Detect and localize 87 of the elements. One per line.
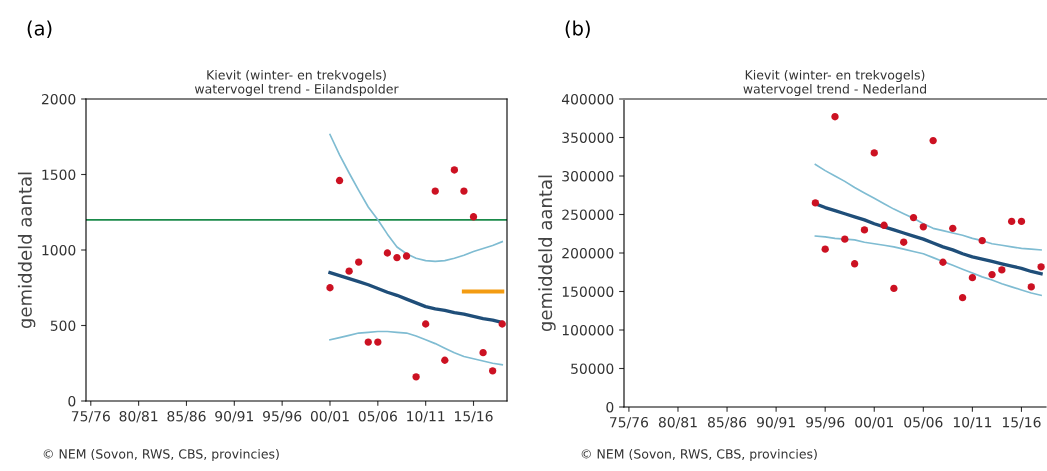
y-tick-label: 1000 [42, 244, 76, 256]
point [488, 367, 497, 375]
point [469, 213, 478, 221]
point [939, 258, 947, 266]
x-tick-label: 90/91 [756, 416, 795, 429]
point [949, 224, 957, 233]
point [968, 273, 977, 282]
point [929, 136, 937, 145]
x-tick-label: 75/76 [71, 410, 110, 423]
x-tick-label: 90/91 [215, 410, 254, 423]
point [335, 176, 344, 185]
point [345, 267, 353, 275]
line-series [814, 163, 1042, 251]
x-tick-label: 80/81 [119, 410, 158, 423]
text: (a) [27, 20, 52, 38]
point [831, 113, 839, 121]
point [422, 320, 430, 328]
y-tick-label: 150000 [562, 286, 614, 297]
x-tick-label: 75/76 [610, 416, 649, 429]
x-tick-label: 00/01 [855, 416, 893, 429]
point [900, 238, 908, 246]
point [919, 223, 927, 231]
point [402, 252, 411, 260]
point [498, 320, 506, 328]
point [412, 373, 420, 381]
point [1037, 263, 1045, 271]
y-tick-label: 0 [68, 395, 76, 407]
point [1027, 283, 1035, 291]
y-axis-title: gemiddeld aantal [538, 175, 556, 332]
x-tick-label: 95/96 [263, 410, 302, 423]
x-tick-label: 15/16 [1002, 416, 1041, 429]
point [958, 293, 967, 302]
point [811, 199, 820, 207]
point [821, 245, 829, 253]
text: (b) [565, 20, 590, 38]
y-tick-label: 2000 [41, 93, 76, 105]
point [326, 284, 334, 292]
text: © NEM (Sovon, RWS, CBS, provincies) [43, 448, 279, 462]
point [978, 237, 986, 245]
x-tick-label: 10/11 [953, 416, 992, 429]
point [374, 338, 382, 346]
x-tick-label: 95/96 [806, 416, 845, 429]
point [880, 221, 888, 229]
point [860, 226, 869, 234]
y-tick-label: 0 [606, 401, 614, 413]
point [460, 187, 468, 195]
point [355, 258, 363, 266]
point [431, 187, 439, 195]
point [1007, 217, 1016, 226]
point [988, 270, 996, 279]
y-tick-label: 350000 [562, 132, 614, 143]
line-series [814, 235, 1042, 297]
y-axis-title: gemiddeld aantal [17, 172, 36, 329]
y-tick-label: 250000 [562, 209, 614, 220]
y-tick-label: 400000 [561, 93, 614, 105]
x-tick-label: 05/06 [904, 416, 943, 429]
text: © NEM (Sovon, RWS, CBS, provincies) [581, 448, 817, 462]
y-tick-label: 300000 [562, 170, 614, 182]
y-tick-label: 50000 [571, 363, 614, 374]
chart-title: Kievit (winter- en trekvogels) watervogel trend - Nederland [743, 69, 927, 97]
y-tick-label: 500 [50, 320, 76, 331]
point [850, 260, 859, 268]
point [998, 266, 1006, 274]
line-series [329, 330, 504, 366]
x-tick-label: 85/86 [167, 410, 206, 423]
point [841, 235, 849, 243]
x-tick-label: 80/81 [658, 416, 697, 429]
x-tick-label: 85/86 [707, 416, 747, 429]
point [479, 349, 487, 357]
y-tick-label: 100000 [562, 324, 614, 336]
chart-title: Kievit (winter- en trekvogels) watervogel trend - Eilandspolder [194, 69, 399, 97]
line-series [329, 133, 504, 263]
point [364, 338, 372, 346]
point [870, 149, 878, 157]
point [383, 249, 392, 257]
x-tick-label: 10/11 [407, 410, 445, 423]
x-tick-label: 15/16 [455, 410, 493, 423]
point [890, 284, 898, 293]
x-tick-label: 05/06 [358, 410, 397, 423]
point [909, 213, 918, 222]
y-tick-label: 200000 [562, 247, 614, 259]
x-tick-label: 00/01 [310, 410, 349, 423]
point [441, 356, 449, 364]
y-tick-label: 1500 [42, 169, 76, 180]
point [1017, 217, 1026, 226]
point [393, 253, 401, 262]
point [450, 166, 459, 174]
